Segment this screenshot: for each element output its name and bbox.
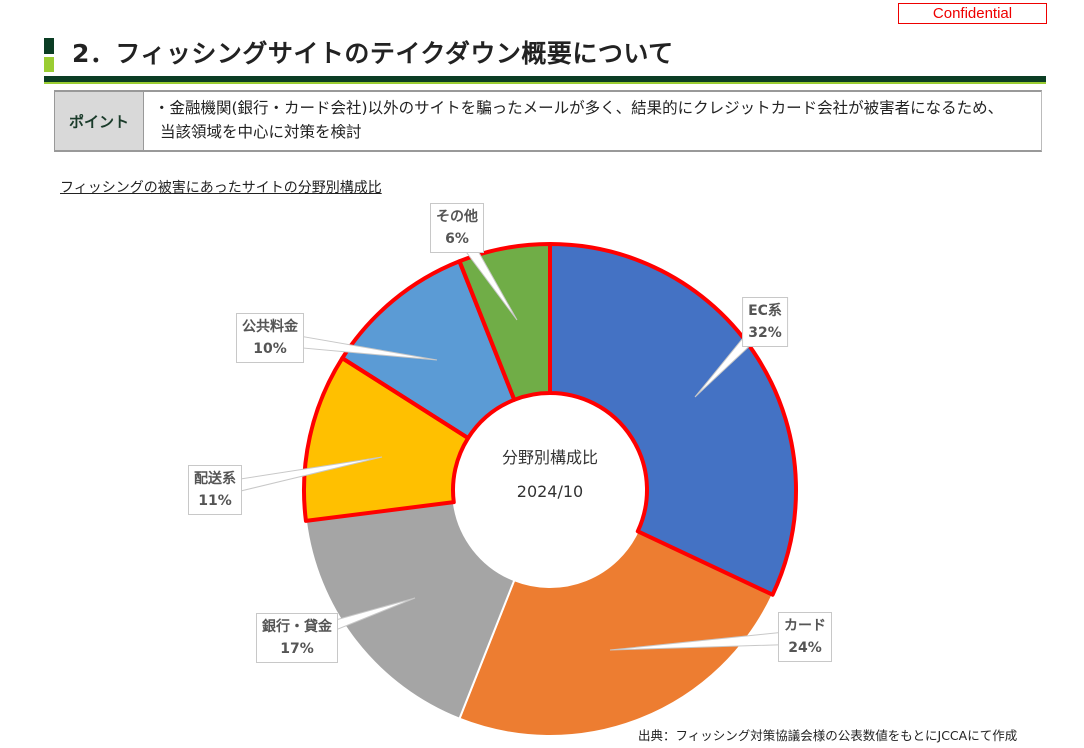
slice-highlight-5 xyxy=(457,242,552,402)
data-label-name: EC系 xyxy=(748,303,782,319)
data-label-value: 24% xyxy=(788,640,822,656)
center-title: 分野別構成比 xyxy=(501,448,599,467)
data-label-value: 10% xyxy=(253,341,287,357)
data-label-value: 32% xyxy=(748,325,782,341)
source-note: 出典：フィッシング対策協議会様の公表数値をもとにJCCAにて作成 xyxy=(638,728,1018,743)
data-label-name: その他 xyxy=(436,209,478,225)
data-label-value: 17% xyxy=(280,641,314,657)
point-header: ポイント xyxy=(54,92,144,150)
data-label: 公共料金 10% xyxy=(236,313,304,363)
title-rule xyxy=(44,76,1046,82)
data-label: EC系 32% xyxy=(742,297,788,347)
slice-2 xyxy=(304,501,516,721)
data-label-name: 配送系 xyxy=(194,471,236,487)
data-label: 配送系 11% xyxy=(188,465,242,515)
chart-subtitle: フィッシングの被害にあったサイトの分野別構成比 xyxy=(60,180,382,196)
data-label: カード 24% xyxy=(778,612,832,662)
page-title: 2．フィッシングサイトのテイクダウン概要について xyxy=(72,39,674,68)
slice-1 xyxy=(458,529,774,737)
data-label-value: 11% xyxy=(198,493,232,509)
data-label: 銀行・貸金 17% xyxy=(256,613,338,663)
title-marker-dark xyxy=(44,38,54,54)
point-text-line2: 当該領域を中心に対策を検討 xyxy=(160,123,362,141)
data-label-name: 銀行・貸金 xyxy=(262,619,332,635)
data-label-name: 公共料金 xyxy=(242,319,298,335)
donut-center-label: 分野別構成比 2024/10 xyxy=(502,441,598,509)
point-text-line1: ・金融機関(銀行・カード会社)以外のサイトを騙ったメールが多く、結果的にクレジッ… xyxy=(154,99,1004,117)
confidential-badge: Confidential xyxy=(898,3,1047,24)
title-marker-light xyxy=(44,57,54,72)
point-box: ポイント ・金融機関(銀行・カード会社)以外のサイトを騙ったメールが多く、結果的… xyxy=(54,90,1042,152)
title-rule-accent xyxy=(44,82,1046,84)
data-label: その他 6% xyxy=(430,203,484,253)
center-date: 2024/10 xyxy=(516,482,584,501)
slice-highlight-0 xyxy=(548,242,798,597)
data-label-value: 6% xyxy=(445,231,469,247)
data-label-name: カード xyxy=(784,618,826,634)
point-text: ・金融機関(銀行・カード会社)以外のサイトを騙ったメールが多く、結果的にクレジッ… xyxy=(144,92,1003,150)
